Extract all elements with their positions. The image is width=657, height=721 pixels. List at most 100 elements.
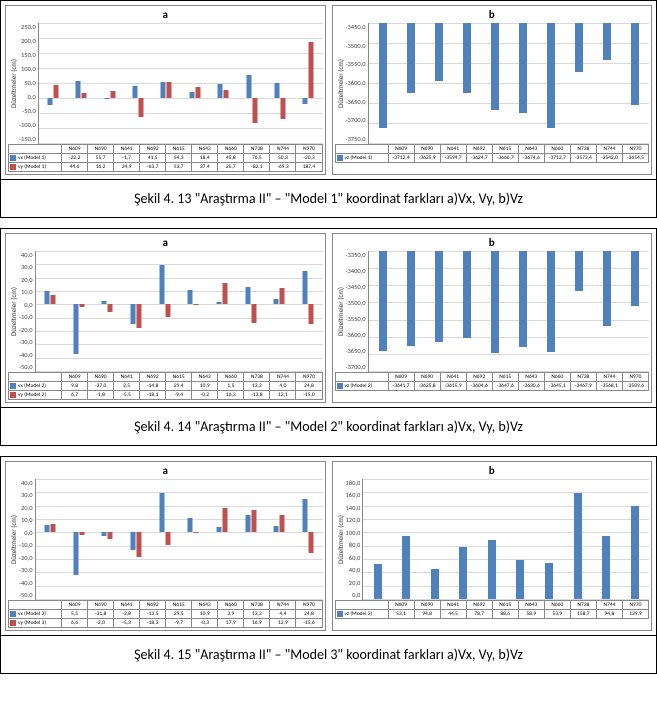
bar	[104, 98, 109, 99]
bar-group	[478, 479, 507, 599]
data-cell: 41,5	[140, 154, 166, 163]
bar-group	[64, 479, 93, 599]
data-cell: 88,6	[492, 610, 518, 619]
data-cell: -3647,6	[492, 382, 518, 391]
data-cell: 78,7	[466, 610, 492, 619]
data-cell: 94,8	[414, 610, 440, 619]
category-header: N690	[88, 373, 114, 382]
bar	[574, 493, 582, 599]
y-axis-label: Düzeltmeler (cm)	[335, 23, 346, 144]
bar	[224, 90, 229, 98]
bar	[274, 526, 279, 532]
bar	[76, 81, 81, 98]
data-cell: -3666,7	[492, 154, 518, 163]
category-header: N615	[492, 373, 518, 382]
data-cell: -3641,7	[388, 382, 414, 391]
bar-group	[96, 23, 124, 143]
data-cell: 2,5	[114, 382, 140, 391]
data-cell: -13,8	[244, 391, 270, 400]
data-cell: 76,5	[244, 154, 270, 163]
data-cell: -18,3	[140, 619, 166, 628]
bar	[195, 87, 200, 98]
bar-group	[208, 251, 237, 371]
bar-group	[152, 23, 180, 143]
legend-swatch	[10, 155, 16, 161]
category-header: N970	[622, 145, 648, 154]
chart-data-table: N609N690N641N692N615N643N660N738N744N970…	[335, 144, 650, 163]
bar-group	[481, 251, 509, 371]
bar	[407, 23, 415, 93]
category-header: N692	[140, 145, 166, 154]
data-cell: 53,7	[166, 163, 192, 172]
y-axis-label: Düzeltmeler (cm)	[8, 23, 19, 144]
bar	[102, 301, 107, 304]
bar-group	[265, 479, 294, 599]
plot-area	[368, 23, 649, 144]
bar-group	[237, 23, 265, 143]
bar-group	[481, 23, 509, 143]
bar	[188, 290, 193, 305]
data-cell: -1,8	[88, 391, 114, 400]
chart-title: a	[8, 464, 323, 477]
bar-group	[392, 479, 421, 599]
legend-swatch	[10, 620, 16, 626]
bar	[245, 287, 250, 305]
category-header: N690	[414, 601, 440, 610]
chart-title: b	[335, 236, 650, 249]
bar	[44, 291, 49, 304]
legend-label: vx (Model 3)	[18, 611, 46, 617]
data-cell: 187,4	[296, 163, 322, 172]
category-header: N970	[622, 373, 648, 382]
data-cell: -0,2	[192, 391, 218, 400]
data-cell: 16,3	[218, 391, 244, 400]
category-header: N615	[492, 601, 518, 610]
category-header: N660	[544, 601, 570, 610]
data-cell: -9,4	[166, 391, 192, 400]
legend-swatch	[337, 611, 343, 617]
bar	[217, 302, 222, 304]
data-cell: -3712,4	[388, 154, 414, 163]
bar	[251, 510, 256, 533]
chart-data-table: N609N690N641N692N615N643N660N738N744N970…	[8, 144, 323, 172]
bar	[274, 299, 279, 304]
series-legend-cell: vx (Model 2)	[9, 382, 62, 391]
bar	[407, 251, 415, 346]
bar-group	[369, 23, 397, 143]
data-cell: -3630,6	[518, 382, 544, 391]
data-cell: 6,7	[62, 391, 88, 400]
y-axis-label: Düzeltmeler (cm)	[335, 251, 346, 372]
category-header: N609	[388, 601, 414, 610]
bar-group	[294, 479, 323, 599]
bar	[223, 283, 228, 305]
data-cell: 25,7	[218, 163, 244, 172]
data-cell: 13,3	[244, 382, 270, 391]
bar	[402, 536, 410, 599]
data-cell: 18,4	[192, 154, 218, 163]
bar	[519, 251, 527, 347]
bar	[435, 23, 443, 81]
plot-area	[362, 479, 649, 600]
bar-group	[369, 251, 397, 371]
chart-panel: aDüzeltmeler (cm)250,0200,0150,0100,050,…	[5, 5, 326, 175]
category-header: N609	[388, 373, 414, 382]
data-cell: 158,7	[570, 610, 596, 619]
data-cell: 16,9	[244, 619, 270, 628]
category-header: N738	[570, 145, 596, 154]
legend-swatch	[10, 164, 16, 170]
category-header: N744	[596, 373, 622, 382]
series-legend-cell: vy (Model 3)	[9, 619, 62, 628]
category-header: N660	[218, 145, 244, 154]
data-cell: -2,0	[88, 619, 114, 628]
bar	[218, 84, 223, 98]
y-axis-label: Düzeltmeler (cm)	[8, 479, 19, 600]
figure-caption: Şekil 4. 13 "Araştırma II" – "Model 1" k…	[1, 179, 656, 217]
category-header: N692	[140, 601, 166, 610]
data-cell: -3573,4	[570, 154, 596, 163]
bar-group	[397, 251, 425, 371]
bar-group	[363, 479, 392, 599]
category-header: N744	[596, 145, 622, 154]
bar	[246, 75, 251, 98]
category-header: N641	[114, 145, 140, 154]
bar	[188, 518, 193, 533]
category-header: N615	[166, 601, 192, 610]
